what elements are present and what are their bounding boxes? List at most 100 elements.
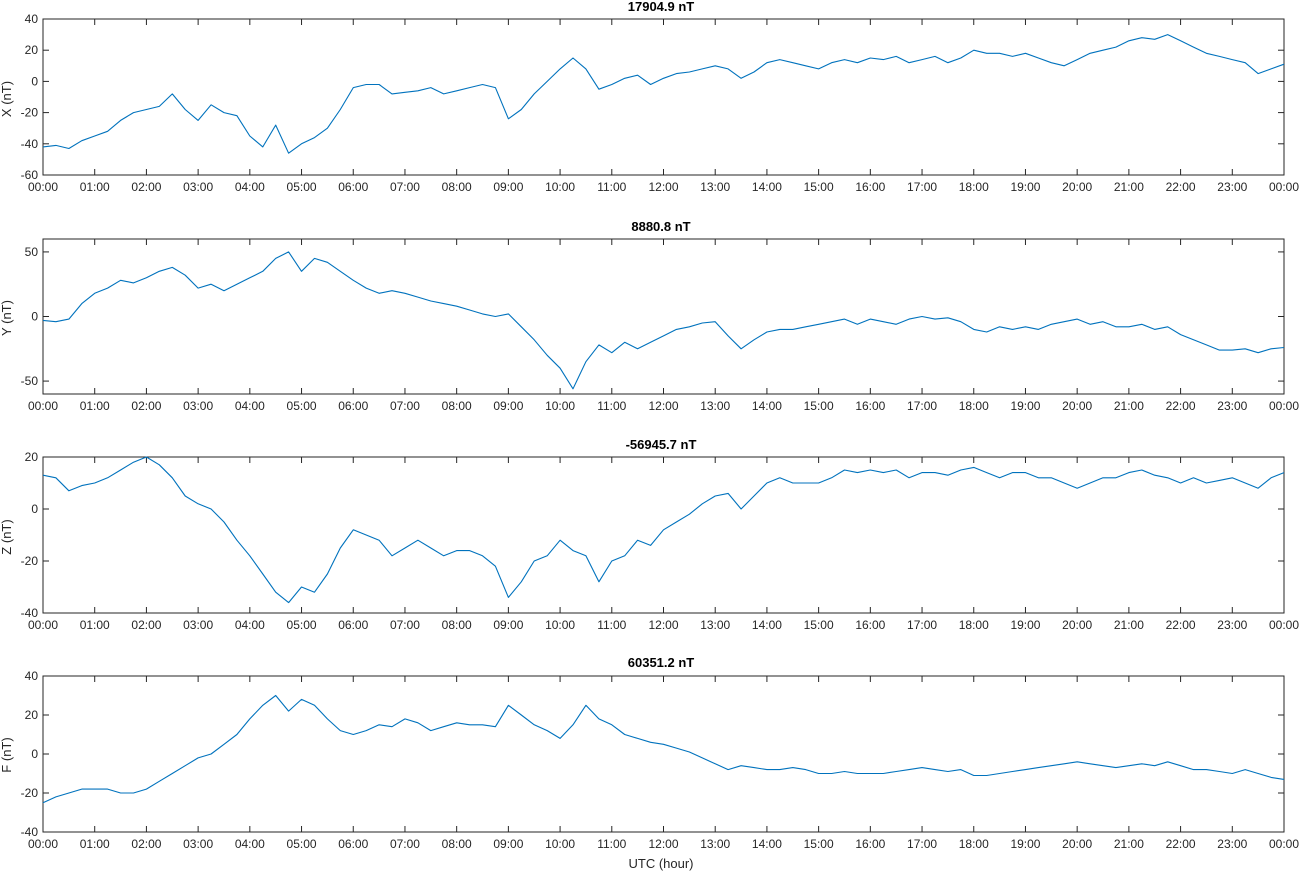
x-tick-label: 07:00: [390, 399, 420, 413]
x-tick-label: 03:00: [183, 399, 213, 413]
y-tick-label: 0: [31, 74, 38, 88]
x-tick-label: 17:00: [907, 618, 937, 632]
x-tick-label: 04:00: [235, 618, 265, 632]
y-tick-label: 40: [25, 669, 39, 683]
x-tick-label: 07:00: [390, 837, 420, 851]
x-tick-label: 09:00: [493, 618, 523, 632]
x-tick-label: 22:00: [1166, 180, 1196, 194]
f-panel-title: 60351.2 nT: [628, 655, 695, 670]
x-tick-label: 17:00: [907, 399, 937, 413]
x-tick-label: 16:00: [855, 618, 885, 632]
x-tick-label: 15:00: [804, 837, 834, 851]
x-tick-label: 22:00: [1166, 837, 1196, 851]
x-tick-label: 16:00: [855, 180, 885, 194]
x-tick-label: 14:00: [752, 180, 782, 194]
x-tick-label: 04:00: [235, 837, 265, 851]
y-panel-title: 8880.8 nT: [631, 219, 690, 234]
x-tick-label: 00:00: [28, 618, 58, 632]
series-line: [42, 456, 1285, 604]
x-tick-label: 02:00: [131, 399, 161, 413]
x-tick-label: 18:00: [959, 399, 989, 413]
x-tick-label: 16:00: [855, 399, 885, 413]
x-tick-label: 14:00: [752, 837, 782, 851]
x-tick-label: 08:00: [442, 180, 472, 194]
y-tick-label: -60: [21, 168, 39, 182]
x-tick-label: 00:00: [1269, 399, 1299, 413]
x-tick-label: 09:00: [493, 837, 523, 851]
x-tick-label: 03:00: [183, 837, 213, 851]
x-tick-label: 15:00: [804, 180, 834, 194]
y-tick-label: 0: [31, 310, 38, 324]
x-tick-label: 06:00: [338, 837, 368, 851]
x-tick-label: 01:00: [80, 837, 110, 851]
x-tick-label: 11:00: [597, 837, 626, 851]
y-tick-label: 0: [31, 747, 38, 761]
x-panel-title: 17904.9 nT: [628, 0, 695, 14]
y-tick-label: 20: [25, 43, 39, 57]
x-tick-label: 17:00: [907, 837, 937, 851]
plot-frame: [42, 675, 1285, 833]
x-tick-label: 00:00: [1269, 837, 1299, 851]
x-tick-label: 09:00: [493, 399, 523, 413]
x-tick-label: 19:00: [1010, 180, 1040, 194]
plot-frame: [42, 18, 1285, 176]
x-tick-label: 00:00: [1269, 180, 1299, 194]
x-tick-label: 01:00: [80, 399, 110, 413]
x-tick-label: 08:00: [442, 618, 472, 632]
x-tick-label: 11:00: [597, 618, 626, 632]
y-tick-label: -40: [21, 137, 39, 151]
x-tick-label: 08:00: [442, 399, 472, 413]
x-tick-label: 02:00: [131, 180, 161, 194]
x-tick-label: 10:00: [545, 399, 575, 413]
x-component-panel: 17904.9 nT X (nT) 00:00 01:00 02:00 03:00 04…: [0, 0, 1299, 194]
x-tick-label: 10:00: [545, 180, 575, 194]
x-tick-label: 13:00: [700, 399, 730, 413]
y-component-panel: 8880.8 nT Y (nT) 00:00 01:00 02:00 03:00 04:…: [0, 219, 1299, 413]
x-tick-label: 19:00: [1010, 618, 1040, 632]
x-tick-label: 01:00: [80, 618, 110, 632]
x-tick-label: 14:00: [752, 399, 782, 413]
x-panel-ylabel: X (nT): [0, 81, 14, 117]
x-tick-label: 21:00: [1114, 180, 1144, 194]
x-tick-label: 05:00: [287, 618, 317, 632]
z-component-panel: -56945.7 nT Z (nT) 00:00 01:00 02:00 03:00 0…: [0, 437, 1299, 632]
x-tick-label: 10:00: [545, 618, 575, 632]
x-tick-label: 05:00: [287, 837, 317, 851]
y-tick-label: 0: [31, 502, 38, 516]
x-tick-label: 19:00: [1010, 837, 1040, 851]
x-tick-label: 04:00: [235, 399, 265, 413]
x-tick-label: 13:00: [700, 837, 730, 851]
x-tick-label: 12:00: [648, 618, 678, 632]
x-tick-label: 10:00: [545, 837, 575, 851]
x-tick-label: 07:00: [390, 618, 420, 632]
x-tick-label: 13:00: [700, 618, 730, 632]
series-line: [42, 251, 1285, 390]
x-tick-label: 12:00: [648, 399, 678, 413]
x-tick-label: 09:00: [493, 180, 523, 194]
y-tick-label: -20: [21, 786, 39, 800]
x-tick-label: 17:00: [907, 180, 937, 194]
f-total-field-panel: 60351.2 nT F (nT) 00:00 01:00 02:00 03:00 04…: [0, 655, 1299, 851]
f-panel-ylabel: F (nT): [0, 737, 14, 772]
x-tick-label: 23:00: [1217, 399, 1247, 413]
x-tick-label: 11:00: [597, 399, 626, 413]
x-tick-label: 22:00: [1166, 618, 1196, 632]
x-tick-label: 00:00: [1269, 618, 1299, 632]
x-tick-label: 04:00: [235, 180, 265, 194]
x-tick-label: 23:00: [1217, 180, 1247, 194]
x-tick-label: 03:00: [183, 180, 213, 194]
x-tick-label: 22:00: [1166, 399, 1196, 413]
x-tick-label: 21:00: [1114, 837, 1144, 851]
y-panel-ylabel: Y (nT): [0, 300, 14, 336]
x-tick-label: 16:00: [855, 837, 885, 851]
x-tick-label: 18:00: [959, 180, 989, 194]
x-tick-label: 05:00: [287, 180, 317, 194]
x-tick-label: 18:00: [959, 837, 989, 851]
x-tick-label: 07:00: [390, 180, 420, 194]
x-tick-label: 19:00: [1010, 399, 1040, 413]
x-tick-label: 03:00: [183, 618, 213, 632]
y-tick-label: 20: [25, 450, 39, 464]
x-tick-label: 02:00: [131, 618, 161, 632]
x-tick-label: 20:00: [1062, 618, 1092, 632]
x-tick-label: 21:00: [1114, 618, 1144, 632]
